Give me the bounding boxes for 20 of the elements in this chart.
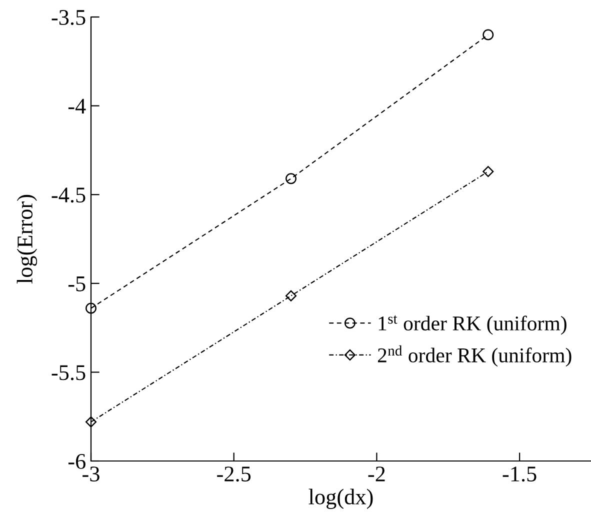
y-tick-label: -3.5 — [52, 10, 86, 26]
y-tick-label: -5.5 — [52, 365, 86, 380]
point — [85, 416, 97, 428]
point — [482, 29, 494, 40]
x-tick-label: -3 — [82, 466, 100, 482]
x-tick-label: -1.5 — [502, 466, 536, 482]
legend-label: 1$^{st}$ order RK (uniform) — [378, 315, 566, 335]
y-tick-label: -4.5 — [52, 188, 86, 203]
x-tick-label: -2.5 — [217, 466, 251, 482]
point — [285, 290, 297, 302]
y-axis-title: log(Error) — [16, 194, 38, 284]
point — [286, 173, 296, 184]
legend-label: 2$^{nd}$ order RK (uniform) — [378, 345, 572, 367]
y-tick-label: -6 — [68, 454, 86, 469]
point — [86, 302, 96, 314]
point — [482, 166, 494, 178]
y-tick-label: -5 — [68, 276, 86, 292]
y-tick-label: -4 — [68, 98, 86, 114]
x-axis-title: log(dx) — [308, 488, 373, 510]
x-tick-label: -2 — [368, 466, 385, 482]
